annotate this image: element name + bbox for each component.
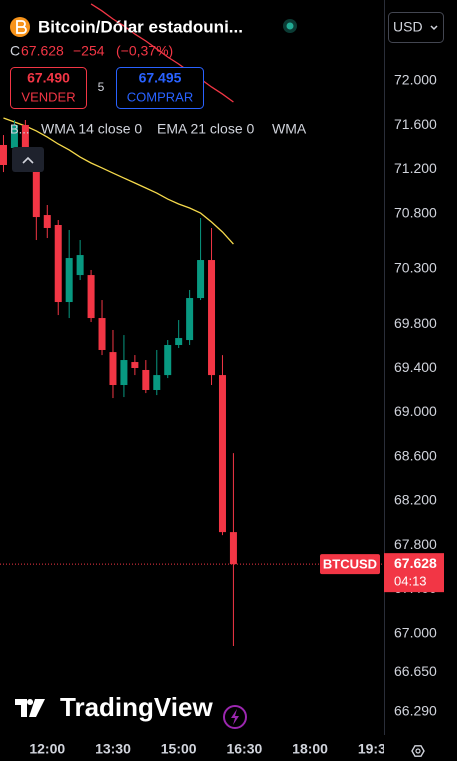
settings-icon[interactable] xyxy=(411,745,425,757)
symbol-icon-glyph xyxy=(16,20,27,34)
candle-body xyxy=(164,345,172,376)
watermark-logo xyxy=(15,699,45,717)
indicator-prefix: B... xyxy=(10,121,30,136)
overlay: 67.628 04:13 xyxy=(384,553,444,593)
price-change-pct: (−0,37%) xyxy=(116,43,173,59)
candle-body xyxy=(76,255,84,276)
candle-body xyxy=(120,360,128,386)
y-tick-label: 72.000 xyxy=(394,72,437,88)
candle-body xyxy=(218,375,226,533)
y-tick-label: 70.300 xyxy=(394,260,437,276)
y-tick-label: 66.650 xyxy=(394,663,437,679)
sell-price[interactable]: 67.490 xyxy=(27,70,70,86)
x-tick-label: 15:00 xyxy=(161,741,197,757)
settings-button[interactable] xyxy=(411,745,425,757)
y-tick-label: 69.800 xyxy=(394,315,437,331)
axes: 72.000 71.600 71.200 70.800 70.300 69.800 69.4… xyxy=(384,0,457,761)
y-tick-label: 69.000 xyxy=(394,403,437,419)
x-tick-label: 12:00 xyxy=(29,741,65,757)
candle-body xyxy=(10,124,18,148)
currency-dropdown[interactable] xyxy=(388,12,444,43)
lightning-button[interactable] xyxy=(223,705,247,729)
sell-box[interactable] xyxy=(10,67,87,109)
countdown: 04:13 xyxy=(394,574,427,589)
candle-body xyxy=(197,260,205,299)
market-status-dot xyxy=(286,22,294,30)
y-tick-label: 71.200 xyxy=(394,160,437,176)
y-tick-label: 70.800 xyxy=(394,204,437,220)
candle-body xyxy=(109,352,117,386)
sell-label[interactable]: VENDER xyxy=(21,89,75,104)
candle-body xyxy=(175,338,183,346)
y-tick-label: 68.600 xyxy=(394,447,437,463)
indicator-more: WMA xyxy=(272,121,307,137)
last-prefix: C xyxy=(10,43,20,59)
symbol-tag-box xyxy=(320,554,380,575)
header: Bitcoin/Dólar estadouni... USD C 67.628 … xyxy=(10,12,444,172)
indicator-name: WMA 14 close 0 xyxy=(41,121,142,137)
x-tick-label: 18:00 xyxy=(292,741,328,757)
plot-area: BTCUSD xyxy=(0,3,384,647)
candle-body xyxy=(229,532,237,565)
indicator-name: EMA 21 close 0 xyxy=(157,121,254,137)
candle-body xyxy=(208,260,216,376)
buy-button[interactable]: 67.495 COMPRAR xyxy=(116,67,204,109)
y-tick-label: 69.400 xyxy=(394,359,437,375)
watermark: TradingView xyxy=(15,692,213,722)
candle-body xyxy=(87,275,95,319)
indicator-line xyxy=(3,117,234,245)
symbol-tag: BTCUSD xyxy=(323,557,377,572)
y-tick-label: 68.200 xyxy=(394,492,437,508)
y-tick-label: 67.800 xyxy=(394,536,437,552)
candle-body xyxy=(131,362,139,368)
collapse-box[interactable] xyxy=(12,147,44,172)
buy-box[interactable] xyxy=(116,67,204,109)
price-tag-label: 67.628 xyxy=(394,555,437,571)
lightning-icon[interactable] xyxy=(231,709,239,725)
candle-body xyxy=(186,298,194,341)
candle-body xyxy=(65,258,73,303)
collapse-button[interactable] xyxy=(12,147,44,172)
candle-body xyxy=(43,215,51,228)
buy-price[interactable]: 67.495 xyxy=(139,70,182,86)
symbol-title: Bitcoin/Dólar estadouni... xyxy=(38,17,243,36)
y-tick-label: 71.600 xyxy=(394,116,437,132)
x-tick-label: 16:30 xyxy=(226,741,262,757)
price-change: −254 xyxy=(73,43,105,59)
currency-label[interactable]: USD xyxy=(393,19,423,35)
buy-label[interactable]: COMPRAR xyxy=(127,89,193,104)
candle-body xyxy=(0,144,7,165)
dropdown-caret[interactable] xyxy=(430,25,438,31)
candle-body xyxy=(54,224,62,303)
indicator-line xyxy=(90,3,234,103)
candle-body xyxy=(32,167,40,218)
x-tick-label: 13:30 xyxy=(95,741,131,757)
y-tick-label: 66.290 xyxy=(394,703,437,719)
sell-button[interactable]: 67.490 VENDER xyxy=(10,67,87,109)
watermark-text: TradingView xyxy=(60,692,213,722)
y-tick-label: 67.000 xyxy=(394,624,437,640)
candle-body xyxy=(142,369,150,390)
last-price: 67.628 xyxy=(21,43,64,59)
candle-body xyxy=(98,318,106,350)
candle-body xyxy=(153,375,161,390)
candle-body xyxy=(21,124,29,150)
price-tag-box xyxy=(384,553,444,593)
settings-icon-center[interactable] xyxy=(415,748,421,754)
collapse-chevron[interactable] xyxy=(22,156,34,164)
spread: 5 xyxy=(98,80,105,94)
price-axis-background xyxy=(384,0,457,761)
